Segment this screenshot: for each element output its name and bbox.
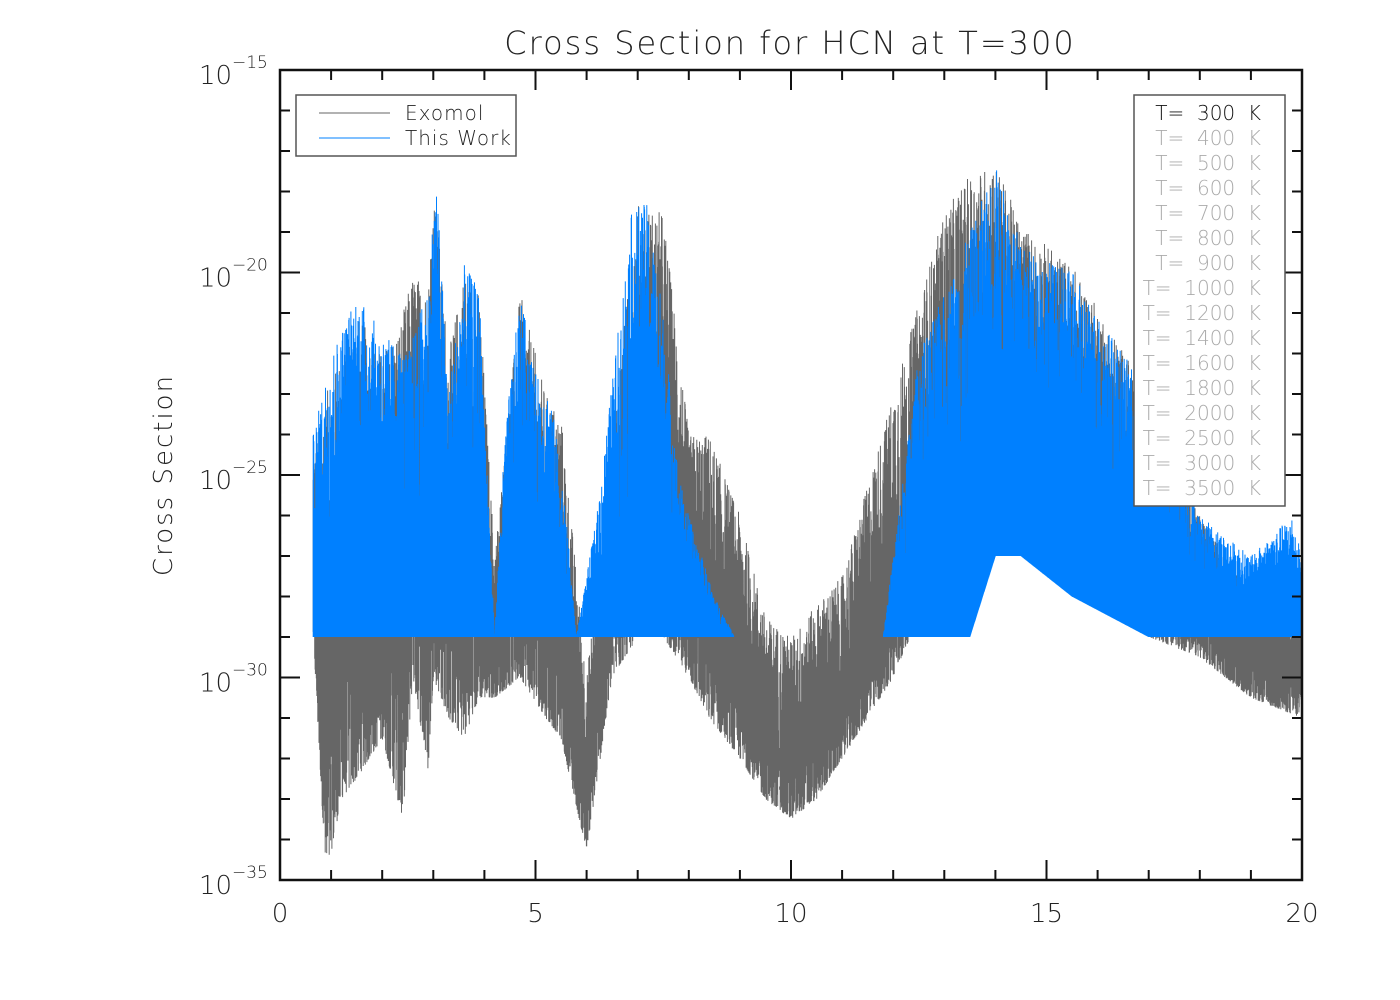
- y-tick-exponent: −15: [232, 53, 268, 73]
- x-tick-label: 10: [774, 899, 807, 929]
- y-axis-label: Cross Section: [149, 374, 179, 576]
- series-this-work: [312, 170, 1303, 637]
- y-tick-label: 10: [199, 871, 232, 901]
- temperature-entry[interactable]: T= 400 K: [1155, 126, 1261, 150]
- series-layer: [312, 170, 1303, 855]
- y-tick-exponent: −25: [232, 458, 268, 478]
- y-tick-label: 10: [199, 669, 232, 699]
- temperature-entry[interactable]: T= 700 K: [1155, 201, 1261, 225]
- temperature-entry[interactable]: T= 3500 K: [1143, 476, 1261, 500]
- temperature-entry[interactable]: T= 1800 K: [1143, 376, 1261, 400]
- x-tick-label: 20: [1285, 899, 1318, 929]
- legend-label-exomol: Exomol: [405, 101, 484, 125]
- y-tick-exponent: −35: [232, 863, 268, 883]
- temperature-entry[interactable]: T= 1200 K: [1143, 301, 1261, 325]
- temperature-entry[interactable]: T= 2500 K: [1143, 426, 1261, 450]
- temperature-entry[interactable]: T= 300 K: [1155, 101, 1261, 125]
- y-tick-label: 10: [199, 61, 232, 91]
- y-tick-label: 10: [199, 264, 232, 294]
- x-tick-label: 0: [272, 899, 289, 929]
- series-legend: Exomol This Work: [295, 94, 517, 157]
- x-tick-label: 5: [527, 899, 544, 929]
- axes: [278, 68, 1304, 882]
- temperature-entry[interactable]: T= 1600 K: [1143, 351, 1261, 375]
- legend-label-this-work: This Work: [405, 126, 512, 150]
- y-tick-label: 10: [199, 466, 232, 496]
- temperature-entry[interactable]: T= 1000 K: [1143, 276, 1261, 300]
- temperature-entry[interactable]: T= 900 K: [1155, 251, 1261, 275]
- temperature-entry[interactable]: T= 3000 K: [1143, 451, 1261, 475]
- temperature-entry[interactable]: T= 800 K: [1155, 226, 1261, 250]
- y-tick-exponent: −30: [232, 661, 268, 681]
- chart-title: Cross Section for HCN at T=300: [504, 24, 1075, 62]
- x-tick-label: 15: [1030, 899, 1063, 929]
- temperature-entry[interactable]: T= 600 K: [1155, 176, 1261, 200]
- temperature-legend: T= 300 KT= 400 KT= 500 KT= 600 KT= 700 K…: [1133, 94, 1286, 507]
- temperature-entry[interactable]: T= 2000 K: [1143, 401, 1261, 425]
- y-tick-exponent: −20: [232, 256, 268, 276]
- temperature-entry[interactable]: T= 500 K: [1155, 151, 1261, 175]
- temperature-entry[interactable]: T= 1400 K: [1143, 326, 1261, 350]
